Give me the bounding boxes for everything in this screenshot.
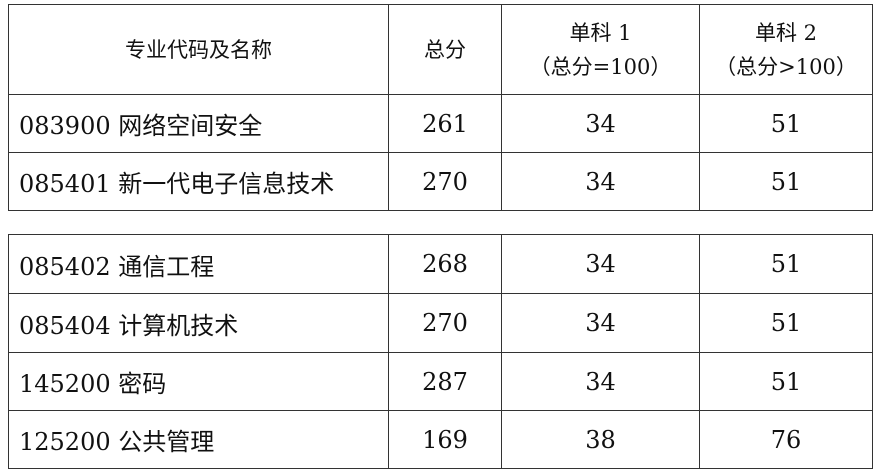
total-score: 268 bbox=[388, 234, 502, 294]
subject2-score: 51 bbox=[699, 94, 873, 153]
score-table-top: 专业代码及名称 总分 单科 1 （总分=100） 单科 2 （总分>100） 083… bbox=[8, 4, 873, 211]
header-row: 专业代码及名称 总分 单科 1 （总分=100） 单科 2 （总分>100） bbox=[8, 4, 873, 95]
table-row: 085401 新一代电子信息技术 270 34 51 bbox=[8, 152, 873, 211]
major-name: 085401 新一代电子信息技术 bbox=[8, 152, 389, 211]
header-name: 专业代码及名称 bbox=[8, 4, 389, 95]
subject1-score: 34 bbox=[501, 352, 700, 411]
table-row: 083900 网络空间安全 261 34 51 bbox=[8, 94, 873, 153]
major-name: 083900 网络空间安全 bbox=[8, 94, 389, 153]
header-subject1-title: 单科 1 bbox=[569, 20, 632, 45]
subject1-score: 38 bbox=[501, 410, 700, 469]
major-name: 085404 计算机技术 bbox=[8, 293, 389, 353]
subject1-score: 34 bbox=[501, 152, 700, 211]
header-subject1-note: （总分=100） bbox=[529, 54, 672, 79]
header-subject2-note: （总分>100） bbox=[715, 54, 857, 79]
total-score: 287 bbox=[388, 352, 502, 411]
subject2-score: 51 bbox=[699, 152, 873, 211]
subject2-score: 51 bbox=[699, 234, 873, 294]
subject2-score: 76 bbox=[699, 410, 873, 469]
table-row: 125200 公共管理 169 38 76 bbox=[8, 410, 873, 469]
major-name: 125200 公共管理 bbox=[8, 410, 389, 469]
table-row: 145200 密码 287 34 51 bbox=[8, 352, 873, 411]
table-row: 085402 通信工程 268 34 51 bbox=[8, 234, 873, 294]
subject1-score: 34 bbox=[501, 293, 700, 353]
major-name: 145200 密码 bbox=[8, 352, 389, 411]
header-subject2-title: 单科 2 bbox=[754, 20, 818, 45]
score-table-bottom: 085402 通信工程 268 34 51 085404 计算机技术 270 3… bbox=[8, 234, 873, 469]
total-score: 270 bbox=[388, 293, 502, 353]
header-subject1: 单科 1 （总分=100） bbox=[501, 4, 700, 95]
subject1-score: 34 bbox=[501, 94, 700, 153]
total-score: 169 bbox=[388, 410, 502, 469]
major-name: 085402 通信工程 bbox=[8, 234, 389, 294]
total-score: 261 bbox=[388, 94, 502, 153]
total-score: 270 bbox=[388, 152, 502, 211]
subject2-score: 51 bbox=[699, 293, 873, 353]
subject1-score: 34 bbox=[501, 234, 700, 294]
header-subject2: 单科 2 （总分>100） bbox=[699, 4, 873, 95]
table-row: 085404 计算机技术 270 34 51 bbox=[8, 293, 873, 353]
header-total: 总分 bbox=[388, 4, 502, 95]
subject2-score: 51 bbox=[699, 352, 873, 411]
